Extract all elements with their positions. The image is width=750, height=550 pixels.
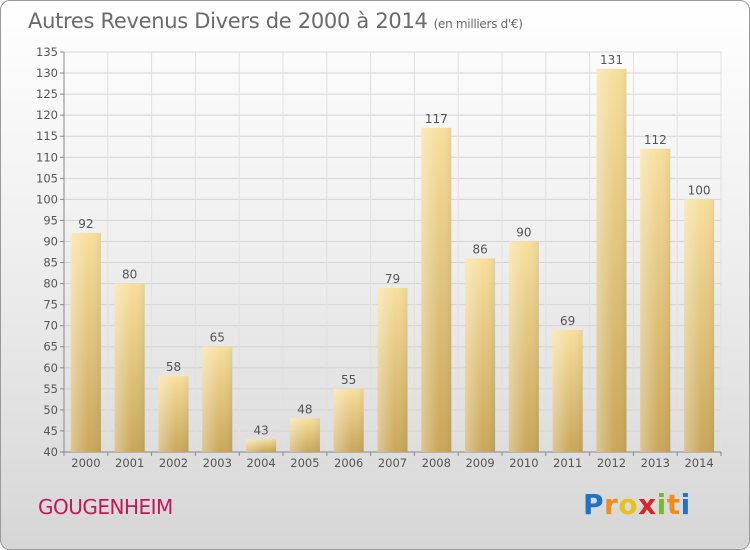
- bar-shade-2004: [246, 439, 277, 452]
- y-tick-label: 110: [36, 150, 58, 164]
- data-label: 100: [688, 183, 711, 197]
- y-tick-label: 105: [36, 171, 58, 185]
- logo-letter: t: [666, 488, 681, 521]
- bar-shade-2008: [421, 127, 452, 452]
- logo-letter: o: [618, 488, 639, 521]
- bar-shade-2010: [508, 241, 539, 452]
- bar-shade-2000: [70, 233, 101, 452]
- x-tick-label: 2000: [71, 456, 100, 470]
- logo-letter: P: [583, 488, 605, 521]
- bar-shade-2011: [552, 329, 583, 452]
- x-tick-label: 2005: [290, 456, 319, 470]
- y-tick-label: 50: [43, 403, 58, 417]
- data-label: 86: [472, 242, 487, 256]
- data-label: 43: [253, 423, 268, 437]
- x-tick-label: 2013: [641, 456, 670, 470]
- chart-title-text: Autres Revenus Divers de 2000 à 2014: [28, 9, 428, 33]
- y-tick-label: 120: [36, 108, 58, 122]
- x-tick-label: 2004: [246, 456, 275, 470]
- y-tick-label: 130: [36, 66, 58, 80]
- commune-name: GOUGENHEIM: [38, 495, 173, 519]
- bar-shade-2009: [465, 258, 496, 452]
- data-label: 112: [644, 133, 667, 147]
- data-label: 80: [122, 268, 137, 282]
- y-tick-label: 95: [43, 213, 58, 227]
- x-tick-label: 2010: [509, 456, 538, 470]
- bar-shade-2013: [640, 148, 671, 452]
- y-tick-label: 60: [43, 361, 58, 375]
- x-tick-label: 2009: [465, 456, 494, 470]
- y-tick-label: 55: [43, 382, 58, 396]
- bar-shade-2002: [158, 376, 189, 452]
- data-label: 79: [385, 272, 400, 286]
- y-tick-label: 70: [43, 319, 58, 333]
- data-label: 58: [166, 360, 181, 374]
- x-tick-label: 2008: [422, 456, 451, 470]
- bar-shade-2014: [684, 199, 715, 452]
- data-label: 55: [341, 373, 356, 387]
- y-tick-label: 115: [36, 129, 58, 143]
- x-tick-label: 2002: [159, 456, 188, 470]
- x-tick-label: 2011: [553, 456, 582, 470]
- x-tick-label: 2012: [597, 456, 626, 470]
- bar-shade-2001: [114, 283, 145, 452]
- data-label: 90: [516, 225, 531, 239]
- y-tick-label: 135: [36, 45, 58, 59]
- bar-shade-2006: [333, 388, 364, 452]
- x-tick-label: 2014: [684, 456, 713, 470]
- proxiti-logo: Proxiti: [583, 488, 691, 521]
- data-label: 117: [425, 112, 448, 126]
- data-label: 65: [210, 331, 225, 345]
- bars: [70, 68, 715, 452]
- bar-shade-2005: [289, 418, 320, 452]
- y-tick-label: 40: [43, 445, 58, 459]
- data-label: 69: [560, 314, 575, 328]
- logo-letter: r: [604, 488, 619, 521]
- bar-shade-2003: [202, 346, 233, 452]
- y-tick-label: 45: [43, 424, 58, 438]
- chart-unit: (en milliers d'€): [433, 17, 523, 31]
- data-label: 92: [78, 217, 93, 231]
- y-tick-label: 125: [36, 87, 58, 101]
- bar-shade-2012: [596, 68, 627, 452]
- y-tick-label: 80: [43, 277, 58, 291]
- bar-shade-2007: [377, 287, 408, 452]
- logo-letter: i: [680, 488, 691, 521]
- x-tick-label: 2003: [203, 456, 232, 470]
- x-tick-label: 2006: [334, 456, 363, 470]
- chart-title: Autres Revenus Divers de 2000 à 2014 (en …: [28, 9, 523, 33]
- data-label: 131: [600, 53, 623, 67]
- x-tick-label: 2007: [378, 456, 407, 470]
- logo-letter: x: [638, 488, 657, 521]
- x-tick-label: 2001: [115, 456, 144, 470]
- data-label: 48: [297, 402, 312, 416]
- logo-letter: i: [656, 488, 667, 521]
- y-tick-label: 100: [36, 192, 58, 206]
- y-tick-label: 90: [43, 234, 58, 248]
- data-labels: 92 80 58 65 43 48 55 79 117 86 90 69 131 112 100: [78, 53, 710, 438]
- y-tick-label: 85: [43, 256, 58, 270]
- y-tick-label: 75: [43, 298, 58, 312]
- y-tick-label: 65: [43, 340, 58, 354]
